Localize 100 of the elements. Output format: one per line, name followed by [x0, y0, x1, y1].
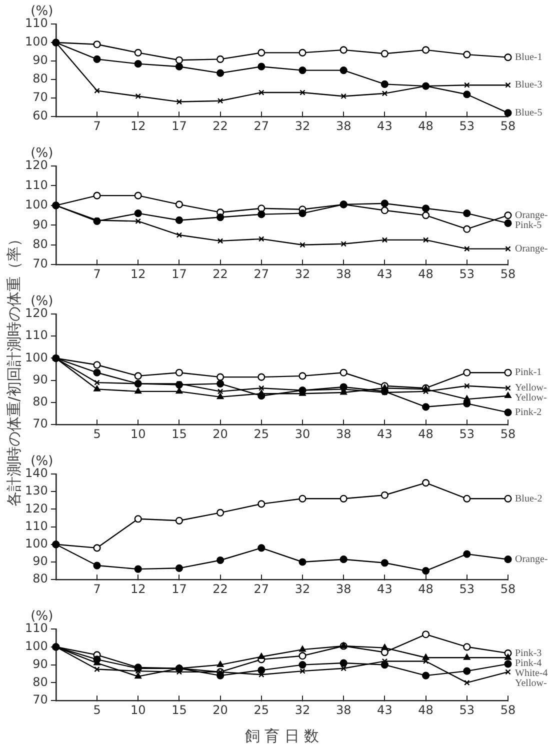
x-tick-label: 17 [172, 266, 187, 281]
series-label: Pink-5 [515, 220, 542, 231]
x-tick-label: 53 [459, 582, 475, 596]
y-tick-label: 110 [25, 518, 48, 533]
x-tick-label: 58 [500, 582, 516, 596]
y-tick-label: 90 [32, 554, 48, 568]
x-tick-label: 48 [418, 582, 434, 596]
x-tick-label: 25 [254, 702, 270, 717]
x-tick-label: 58 [500, 702, 516, 717]
y-tick-label: 100 [25, 34, 48, 49]
y-tick-label: 110 [25, 16, 48, 30]
series-label: Yellow- [515, 382, 547, 394]
y-axis-title: (%) [30, 146, 54, 161]
y-tick-label: 70 [32, 416, 48, 431]
x-tick-label: 32 [294, 702, 310, 717]
x-tick-label: 27 [254, 118, 270, 133]
x-tick-label: 58 [500, 118, 516, 133]
x-tick-label: 27 [254, 266, 270, 281]
y-axis-title: (%) [30, 608, 54, 624]
y-tick-label: 100 [25, 350, 48, 364]
y-tick-label: 80 [32, 674, 48, 689]
x-tick-label: 38 [336, 266, 352, 281]
y-axis-title: (%) [30, 454, 54, 469]
y-tick-label: 100 [25, 198, 48, 212]
series-label: Pink-1 [515, 367, 542, 378]
x-tick-label: 48 [418, 702, 434, 717]
y-tick-label: 140 [25, 466, 48, 480]
series-label: Yellow- [515, 678, 547, 689]
x-tick-label: 17 [172, 118, 187, 133]
x-tick-label: 5 [93, 426, 101, 441]
y-tick-label: 60 [32, 108, 48, 123]
x-tick-label: 10 [130, 702, 146, 717]
x-tick-label: 38 [336, 426, 352, 441]
y-tick-label: 80 [32, 394, 48, 409]
x-tick-label: 43 [377, 426, 392, 441]
x-tick-label: 5 [93, 702, 101, 717]
series-label: Blue-1 [515, 52, 542, 63]
x-tick-label: 15 [172, 426, 187, 441]
y-tick-label: 110 [25, 328, 48, 342]
y-axis-title: (%) [30, 294, 54, 309]
x-tick-label: 43 [377, 582, 392, 596]
y-tick-label: 120 [25, 306, 48, 320]
series-label: Orange- [515, 554, 548, 565]
x-tick-label: 10 [130, 426, 146, 441]
x-tick-label: 12 [130, 266, 146, 281]
series-label: Blue-2 [515, 493, 542, 504]
series-label: Pink-2 [515, 407, 542, 418]
series-label: Pink-4 [515, 658, 542, 669]
x-tick-label: 27 [254, 582, 270, 596]
x-tick-label: 17 [172, 582, 187, 596]
y-tick-label: 100 [25, 536, 48, 551]
series-label: Orange- [515, 210, 548, 221]
x-tick-label: 22 [212, 118, 228, 133]
x-tick-label: 43 [377, 118, 392, 133]
x-tick-label: 48 [418, 266, 434, 281]
y-tick-label: 90 [32, 372, 48, 386]
x-tick-label: 32 [294, 118, 310, 133]
x-tick-label: 53 [459, 118, 475, 133]
y-tick-label: 120 [25, 158, 48, 172]
y-tick-label: 80 [32, 572, 48, 586]
series-label: Pink-3 [515, 648, 542, 659]
y-tick-label: 70 [32, 692, 48, 707]
x-tick-label: 38 [336, 118, 352, 133]
x-tick-label: 22 [212, 582, 228, 596]
x-tick-label: 7 [93, 266, 101, 281]
y-tick-label: 100 [25, 639, 48, 654]
x-tick-label: 7 [93, 582, 101, 596]
x-tick-label: 32 [294, 582, 310, 596]
series-label: White-4 [515, 668, 548, 679]
x-tick-label: 43 [377, 266, 392, 281]
y-tick-label: 110 [25, 178, 48, 192]
series-label: Blue-5 [515, 108, 542, 119]
text: 各計測時の体重/初回計測時の体重（率） [4, 230, 24, 509]
series-label: Yellow- [515, 392, 547, 404]
x-tick-label: 58 [500, 266, 516, 281]
x-tick-label: 48 [418, 426, 434, 441]
y-tick-label: 80 [32, 72, 48, 86]
series-label: Orange- [515, 243, 548, 254]
y-tick-label: 70 [32, 256, 48, 271]
x-tick-label: 20 [212, 426, 228, 441]
y-tick-label: 80 [32, 237, 48, 252]
x-tick-label: 38 [336, 582, 352, 596]
x-tick-label: 15 [172, 702, 187, 717]
x-tick-label: 12 [130, 118, 146, 133]
x-tick-label: 53 [459, 702, 475, 717]
y-tick-label: 90 [32, 217, 48, 232]
x-tick-label: 53 [459, 426, 475, 441]
x-tick-label: 38 [336, 702, 352, 717]
x-axis-title: 飼 育 日 数 [244, 726, 320, 745]
y-tick-label: 110 [25, 621, 48, 636]
x-tick-label: 43 [377, 702, 392, 717]
x-tick-label: 22 [212, 266, 228, 281]
x-tick-label: 25 [254, 426, 270, 441]
x-tick-label: 12 [130, 582, 146, 596]
y-tick-label: 130 [25, 484, 48, 498]
x-tick-label: 58 [500, 426, 516, 441]
x-tick-label: 53 [459, 266, 475, 281]
x-tick-label: 20 [212, 702, 228, 717]
y-tick-label: 120 [25, 501, 48, 516]
y-tick-label: 90 [32, 53, 48, 68]
